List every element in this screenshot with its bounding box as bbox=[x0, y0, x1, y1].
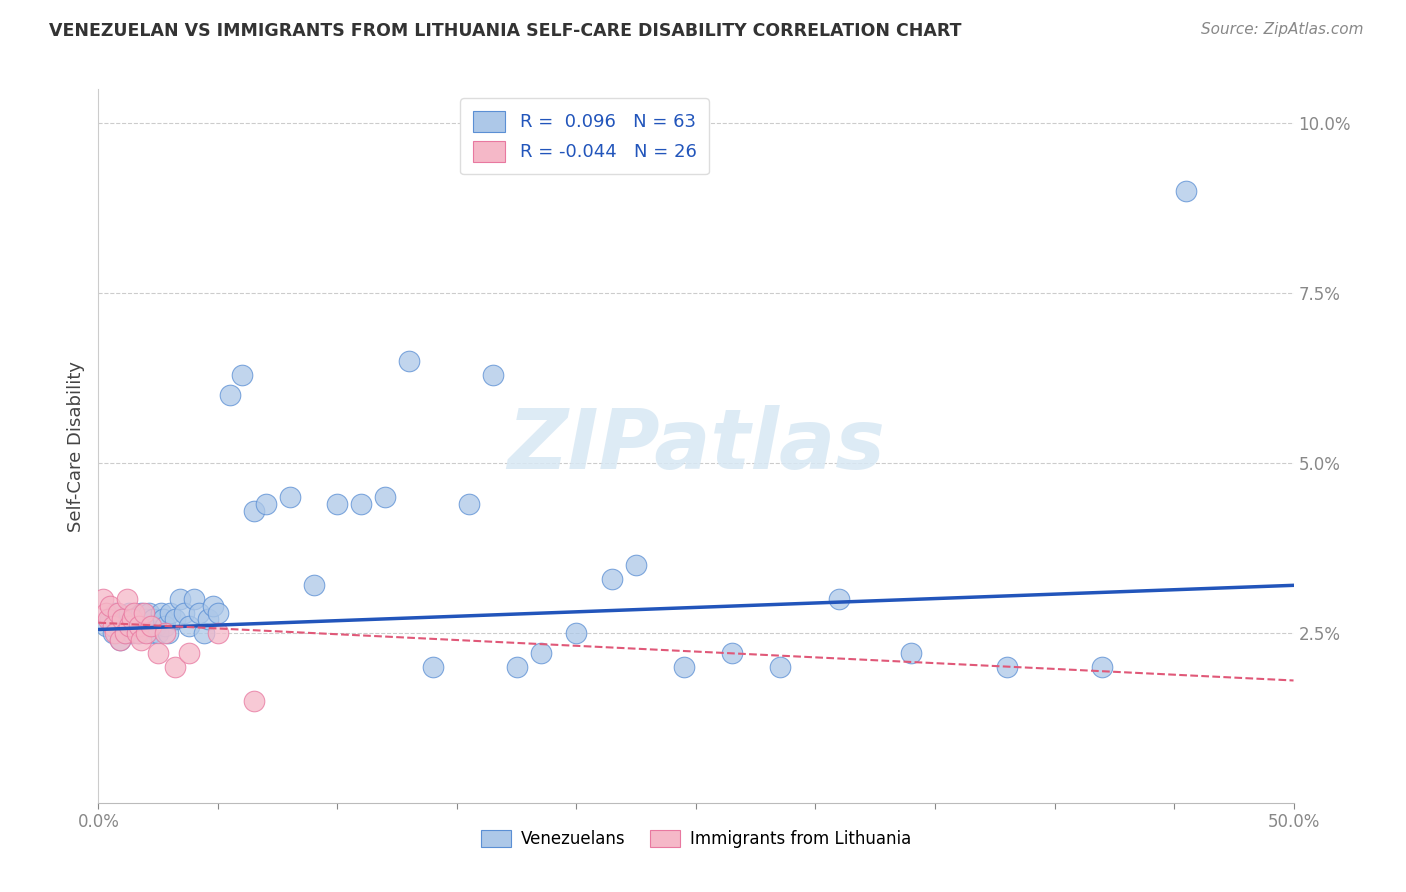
Point bbox=[900, 646, 922, 660]
Point bbox=[131, 606, 153, 620]
Point bbox=[326, 497, 349, 511]
Point bbox=[155, 619, 177, 633]
Point bbox=[197, 612, 219, 626]
Point bbox=[142, 612, 165, 626]
Point bbox=[91, 591, 114, 606]
Point bbox=[183, 591, 205, 606]
Point bbox=[121, 612, 143, 626]
Point bbox=[828, 591, 851, 606]
Point bbox=[98, 599, 122, 613]
Point bbox=[207, 606, 229, 620]
Point bbox=[163, 612, 186, 626]
Point bbox=[121, 626, 143, 640]
Point bbox=[530, 646, 553, 660]
Point bbox=[254, 497, 277, 511]
Point bbox=[148, 626, 170, 640]
Point bbox=[94, 606, 117, 620]
Point bbox=[768, 660, 790, 674]
Point bbox=[108, 632, 131, 647]
Point bbox=[138, 606, 160, 620]
Point bbox=[118, 619, 141, 633]
Point bbox=[101, 619, 124, 633]
Point bbox=[124, 612, 146, 626]
Point bbox=[124, 606, 146, 620]
Point bbox=[602, 572, 624, 586]
Point bbox=[278, 490, 301, 504]
Point bbox=[94, 619, 117, 633]
Point bbox=[1091, 660, 1114, 674]
Point bbox=[1175, 184, 1198, 198]
Point bbox=[159, 606, 181, 620]
Point bbox=[155, 626, 177, 640]
Point bbox=[111, 612, 134, 626]
Point bbox=[114, 626, 136, 640]
Point bbox=[152, 612, 174, 626]
Text: ZIPatlas: ZIPatlas bbox=[508, 406, 884, 486]
Point bbox=[350, 497, 373, 511]
Point bbox=[173, 606, 195, 620]
Point bbox=[374, 490, 396, 504]
Point bbox=[145, 619, 167, 633]
Point bbox=[128, 626, 150, 640]
Point bbox=[565, 626, 588, 640]
Point bbox=[111, 612, 134, 626]
Point bbox=[107, 619, 129, 633]
Point bbox=[128, 619, 150, 633]
Point bbox=[104, 626, 127, 640]
Point bbox=[135, 626, 157, 640]
Point bbox=[243, 694, 266, 708]
Point bbox=[179, 646, 201, 660]
Point bbox=[115, 619, 138, 633]
Point bbox=[131, 632, 153, 647]
Point bbox=[115, 591, 138, 606]
Point bbox=[139, 626, 162, 640]
Point bbox=[98, 612, 122, 626]
Point bbox=[673, 660, 696, 674]
Y-axis label: Self-Care Disability: Self-Care Disability bbox=[66, 360, 84, 532]
Point bbox=[101, 626, 124, 640]
Point bbox=[506, 660, 529, 674]
Point bbox=[114, 626, 136, 640]
Point bbox=[118, 606, 141, 620]
Point bbox=[132, 619, 155, 633]
Point bbox=[193, 626, 215, 640]
Point bbox=[104, 606, 127, 620]
Point bbox=[995, 660, 1018, 674]
Point bbox=[422, 660, 444, 674]
Point bbox=[163, 660, 186, 674]
Point bbox=[149, 606, 172, 620]
Point bbox=[202, 599, 225, 613]
Point bbox=[179, 619, 201, 633]
Point bbox=[156, 626, 179, 640]
Point bbox=[231, 368, 253, 382]
Point bbox=[219, 388, 242, 402]
Text: VENEZUELAN VS IMMIGRANTS FROM LITHUANIA SELF-CARE DISABILITY CORRELATION CHART: VENEZUELAN VS IMMIGRANTS FROM LITHUANIA … bbox=[49, 22, 962, 40]
Point bbox=[721, 646, 744, 660]
Text: Source: ZipAtlas.com: Source: ZipAtlas.com bbox=[1201, 22, 1364, 37]
Legend: Venezuelans, Immigrants from Lithuania: Venezuelans, Immigrants from Lithuania bbox=[474, 823, 918, 855]
Point bbox=[458, 497, 481, 511]
Point bbox=[207, 626, 229, 640]
Point bbox=[187, 606, 209, 620]
Point bbox=[302, 578, 325, 592]
Point bbox=[97, 612, 120, 626]
Point bbox=[481, 368, 505, 382]
Point bbox=[125, 626, 148, 640]
Point bbox=[108, 632, 131, 647]
Point bbox=[135, 612, 157, 626]
Point bbox=[398, 354, 420, 368]
Point bbox=[125, 619, 148, 633]
Point bbox=[139, 619, 162, 633]
Point bbox=[148, 646, 170, 660]
Point bbox=[132, 606, 155, 620]
Point bbox=[243, 503, 266, 517]
Point bbox=[626, 558, 648, 572]
Point bbox=[169, 591, 191, 606]
Point bbox=[107, 606, 129, 620]
